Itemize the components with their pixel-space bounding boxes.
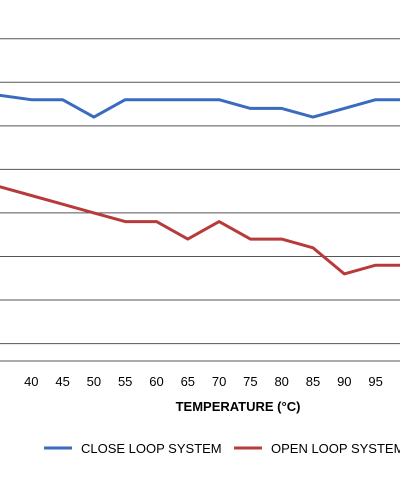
- legend-label-close-loop: CLOSE LOOP SYSTEM: [81, 441, 222, 456]
- x-tick-label: 80: [274, 374, 288, 389]
- x-tick-label: 55: [118, 374, 132, 389]
- x-tick-label: 90: [337, 374, 351, 389]
- x-axis-title: TEMPERATURE (°C): [176, 399, 301, 414]
- x-tick-label: 85: [306, 374, 320, 389]
- x-tick-label: 50: [87, 374, 101, 389]
- x-tick-label: 60: [149, 374, 163, 389]
- x-tick-label: 95: [368, 374, 382, 389]
- x-tick-label: 75: [243, 374, 257, 389]
- legend-label-open-loop: OPEN LOOP SYSTEM: [271, 441, 400, 456]
- x-tick-label: 70: [212, 374, 226, 389]
- x-tick-label: 40: [24, 374, 38, 389]
- x-tick-label: 65: [181, 374, 195, 389]
- x-tick-label: 45: [55, 374, 69, 389]
